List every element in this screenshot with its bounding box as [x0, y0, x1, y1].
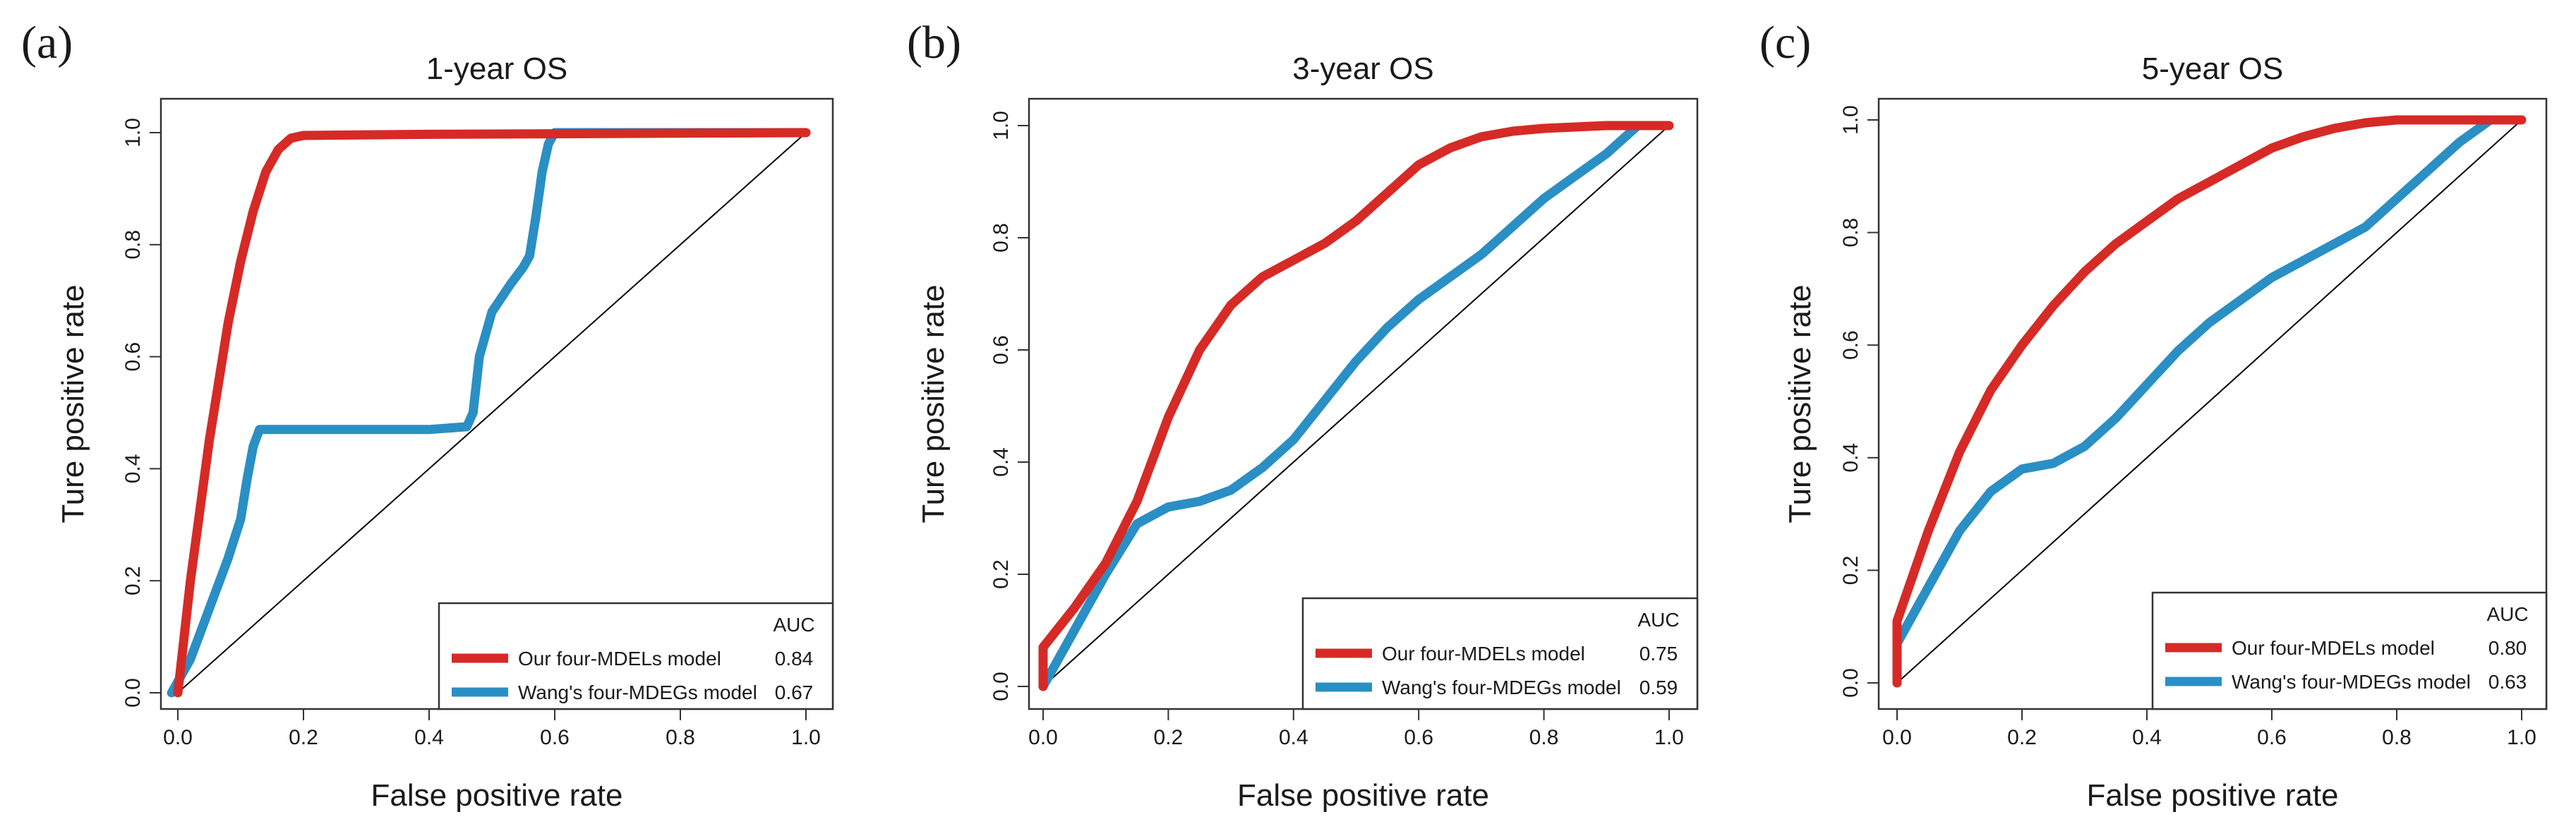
legend-entry-label: Our four-MDELs model	[518, 648, 721, 670]
x-tick-label: 0.8	[2382, 726, 2412, 749]
legend-entry-label: Wang's four-MDEGs model	[2232, 671, 2471, 693]
y-tick-label: 0.8	[1839, 218, 1862, 248]
y-tick-label: 0.8	[121, 230, 145, 260]
x-axis-title: False positive rate	[1237, 778, 1489, 813]
y-tick-label: 0.4	[989, 447, 1013, 477]
legend-entry-auc: 0.75	[1639, 643, 1678, 665]
y-tick-label: 0.6	[121, 342, 145, 372]
x-tick-label: 0.6	[1404, 726, 1433, 749]
legend-entry-label: Wang's four-MDEGs model	[1382, 677, 1621, 698]
legend-entry-auc: 0.59	[1639, 677, 1678, 698]
legend-entry-auc: 0.63	[2488, 671, 2527, 693]
legend-auc-header: AUC	[1637, 609, 1679, 631]
y-tick-label: 0.0	[121, 678, 145, 708]
series-line-our-model	[1038, 121, 1674, 691]
y-tick-label: 0.2	[121, 566, 145, 595]
x-tick-label: 0.2	[1154, 726, 1184, 749]
legend-auc-header: AUC	[2486, 603, 2528, 625]
x-tick-label: 0.4	[1279, 726, 1308, 749]
y-tick-label: 0.4	[1839, 443, 1862, 473]
legend: AUC Our four-MDELs model 0.80 Wang's four-M…	[2151, 591, 2548, 710]
y-tick-label: 0.0	[1839, 668, 1862, 698]
x-tick-label: 1.0	[791, 726, 821, 749]
legend-entry-label: Our four-MDELs model	[2232, 637, 2435, 659]
y-tick-label: 1.0	[989, 111, 1013, 140]
legend-entry-auc: 0.84	[775, 648, 814, 670]
x-tick-label: 0.0	[1028, 726, 1058, 749]
series-line-wang-model	[1038, 121, 1643, 691]
roc-panel-3: (c) 5-year OS 0.0 0.2 0.4 0.6 0.8 1.0 0.0 0.2 0.4 0…	[1759, 17, 2548, 813]
roc-panel-2: (b) 3-year OS 0.0 0.2 0.4 0.6 0.8 1.0 0.0 0.2 0.4 0…	[907, 17, 1699, 813]
x-axis-title: False positive rate	[371, 778, 622, 813]
panel-label: (b)	[907, 17, 961, 68]
y-tick-label: 0.6	[1839, 330, 1862, 360]
y-tick-label: 0.0	[989, 672, 1013, 701]
x-tick-label: 1.0	[2507, 726, 2536, 749]
reference-diagonal	[1896, 119, 2522, 684]
series-line-our-model	[1892, 115, 2527, 688]
reference-diagonal	[1042, 125, 1670, 687]
x-tick-label: 0.4	[2132, 726, 2162, 749]
reference-diagonal	[177, 132, 807, 693]
y-tick-label: 0.6	[989, 335, 1013, 365]
chart-title: 1-year OS	[426, 52, 568, 86]
chart-title: 5-year OS	[2142, 52, 2284, 86]
x-axis-title: False positive rate	[2086, 778, 2338, 813]
legend: AUC Our four-MDELs model 0.84 Wang's four-M…	[438, 602, 834, 710]
y-tick-label: 0.8	[989, 223, 1013, 253]
x-tick-label: 0.2	[2007, 726, 2037, 749]
x-tick-label: 0.6	[540, 726, 570, 749]
x-tick-label: 0.4	[414, 726, 444, 749]
y-axis-title: Ture positive rate	[916, 284, 951, 523]
legend-auc-header: AUC	[773, 614, 814, 636]
legend-entry-auc: 0.80	[2488, 637, 2527, 659]
series-line-wang-model	[1892, 115, 2496, 688]
roc-panel-1: (a) 1-year OS 0.0 0.2 0.4 0.6 0.8 1.0 0.0 0.2 0.4 0…	[21, 17, 834, 813]
series-line-our-model	[173, 128, 811, 698]
x-tick-label: 0.6	[2257, 726, 2287, 749]
y-tick-label: 1.0	[1839, 105, 1862, 135]
x-tick-label: 1.0	[1654, 726, 1684, 749]
x-tick-label: 0.2	[289, 726, 318, 749]
chart-title: 3-year OS	[1292, 52, 1434, 86]
y-axis-title: Ture positive rate	[56, 284, 90, 523]
y-tick-label: 0.2	[1839, 556, 1862, 586]
legend: AUC Our four-MDELs model 0.75 Wang's four-M…	[1301, 597, 1699, 710]
y-tick-label: 1.0	[121, 118, 145, 147]
x-tick-label: 0.0	[163, 726, 193, 749]
x-tick-label: 0.8	[1529, 726, 1559, 749]
legend-entry-label: Wang's four-MDEGs model	[518, 681, 757, 703]
y-axis-title: Ture positive rate	[1783, 284, 1817, 523]
x-tick-label: 0.8	[666, 726, 695, 749]
panel-label: (c)	[1759, 17, 1811, 68]
x-tick-label: 0.0	[1882, 726, 1912, 749]
y-tick-label: 0.4	[121, 454, 145, 484]
legend-entry-label: Our four-MDELs model	[1382, 643, 1585, 665]
legend-entry-auc: 0.67	[775, 681, 814, 703]
y-tick-label: 0.2	[989, 559, 1013, 589]
panel-label: (a)	[21, 17, 73, 68]
